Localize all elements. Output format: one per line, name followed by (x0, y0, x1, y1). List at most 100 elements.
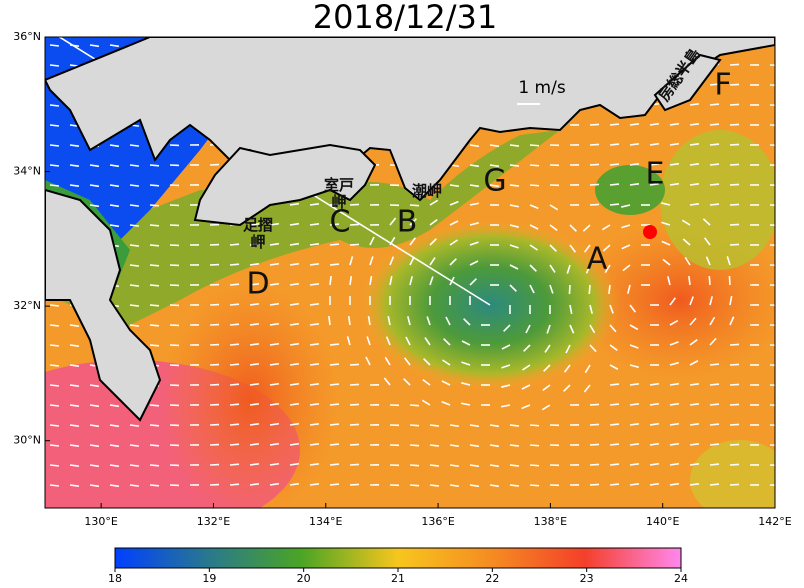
current-arrow (49, 444, 60, 447)
current-arrow (649, 442, 660, 446)
current-arrow (609, 143, 620, 146)
current-arrow (689, 103, 700, 106)
current-arrow (449, 200, 459, 206)
current-arrow (309, 463, 320, 466)
current-arrow (709, 296, 713, 306)
current-arrow (109, 204, 120, 208)
map-frame (44, 36, 776, 509)
current-arrow (589, 344, 597, 353)
current-arrow (729, 243, 740, 246)
current-arrow (249, 343, 260, 346)
current-arrow (461, 382, 471, 386)
current-arrow (689, 183, 700, 186)
current-arrow (669, 422, 680, 426)
current-arrow (729, 163, 740, 166)
current-arrow (589, 324, 596, 334)
current-arrow (601, 224, 611, 231)
current-arrow (289, 242, 300, 246)
current-arrow (463, 318, 471, 326)
current-arrow (269, 442, 280, 446)
current-arrow (649, 462, 660, 466)
x-tick-label: 138°E (534, 515, 567, 528)
current-arrow (269, 422, 280, 426)
current-arrow (703, 237, 711, 246)
current-arrow (729, 103, 740, 106)
current-arrow (729, 183, 740, 186)
current-arrow (129, 164, 140, 167)
current-arrow (709, 103, 720, 106)
current-arrow (469, 144, 480, 148)
current-arrow (709, 403, 720, 406)
colorbar (114, 547, 682, 569)
current-arrow (229, 323, 240, 326)
current-arrow (461, 361, 471, 366)
current-arrow (69, 364, 80, 368)
current-arrow (609, 203, 620, 206)
current-arrow (89, 184, 100, 188)
current-arrow (149, 464, 160, 467)
current-arrow (441, 400, 451, 406)
current-arrow (89, 484, 100, 488)
current-arrow (469, 424, 480, 428)
current-arrow (109, 424, 120, 428)
current-arrow (589, 443, 600, 446)
current-arrow (429, 424, 440, 427)
current-arrow (489, 144, 500, 148)
current-arrow (49, 384, 60, 387)
current-arrow (729, 223, 740, 226)
colorbar-tick-label: 21 (391, 572, 405, 585)
land (45, 37, 775, 202)
current-arrow (329, 403, 340, 406)
current-arrow (269, 242, 280, 246)
current-arrow (629, 143, 640, 146)
current-arrow (521, 404, 531, 410)
current-arrow (443, 338, 451, 346)
current-arrow (309, 223, 320, 226)
current-arrow (729, 296, 733, 306)
current-arrow (383, 377, 391, 386)
current-arrow (289, 442, 300, 446)
current-arrow (709, 337, 717, 346)
current-arrow (49, 364, 60, 367)
x-tick-label: 134°E (309, 515, 342, 528)
place-name: 足摺岬 (242, 216, 273, 251)
current-arrow (424, 337, 431, 346)
current-arrow (609, 364, 619, 370)
current-arrow (109, 224, 120, 228)
current-arrow (729, 423, 740, 426)
current-arrow (129, 204, 140, 207)
current-arrow (309, 423, 320, 426)
current-arrow (249, 243, 260, 246)
current-arrow (529, 264, 537, 272)
current-arrow (449, 424, 460, 428)
current-arrow (669, 462, 680, 466)
current-arrow (269, 382, 280, 386)
current-arrow (609, 344, 618, 351)
current-arrow (349, 243, 360, 246)
current-arrow (409, 484, 420, 487)
current-arrow (629, 483, 640, 486)
current-arrow (229, 263, 240, 266)
current-arrow (349, 363, 360, 366)
land (653, 53, 722, 112)
current-arrow (569, 324, 575, 334)
current-arrow (549, 244, 557, 252)
current-arrow (585, 264, 591, 274)
current-arrow (509, 424, 520, 427)
land (193, 143, 377, 227)
current-arrow (669, 122, 680, 126)
current-arrow (629, 423, 640, 426)
current-arrow (489, 164, 500, 168)
current-arrow (49, 64, 60, 67)
current-arrow (229, 363, 240, 366)
current-arrow (602, 244, 611, 252)
current-arrow (329, 263, 340, 266)
current-arrow (249, 403, 260, 406)
current-arrow (469, 202, 479, 206)
current-arrow (709, 443, 720, 446)
colorbar-tick-label: 20 (297, 572, 311, 585)
current-arrow (149, 244, 160, 247)
current-arrow (669, 162, 680, 166)
current-arrow (521, 384, 531, 390)
current-arrow (689, 403, 700, 406)
